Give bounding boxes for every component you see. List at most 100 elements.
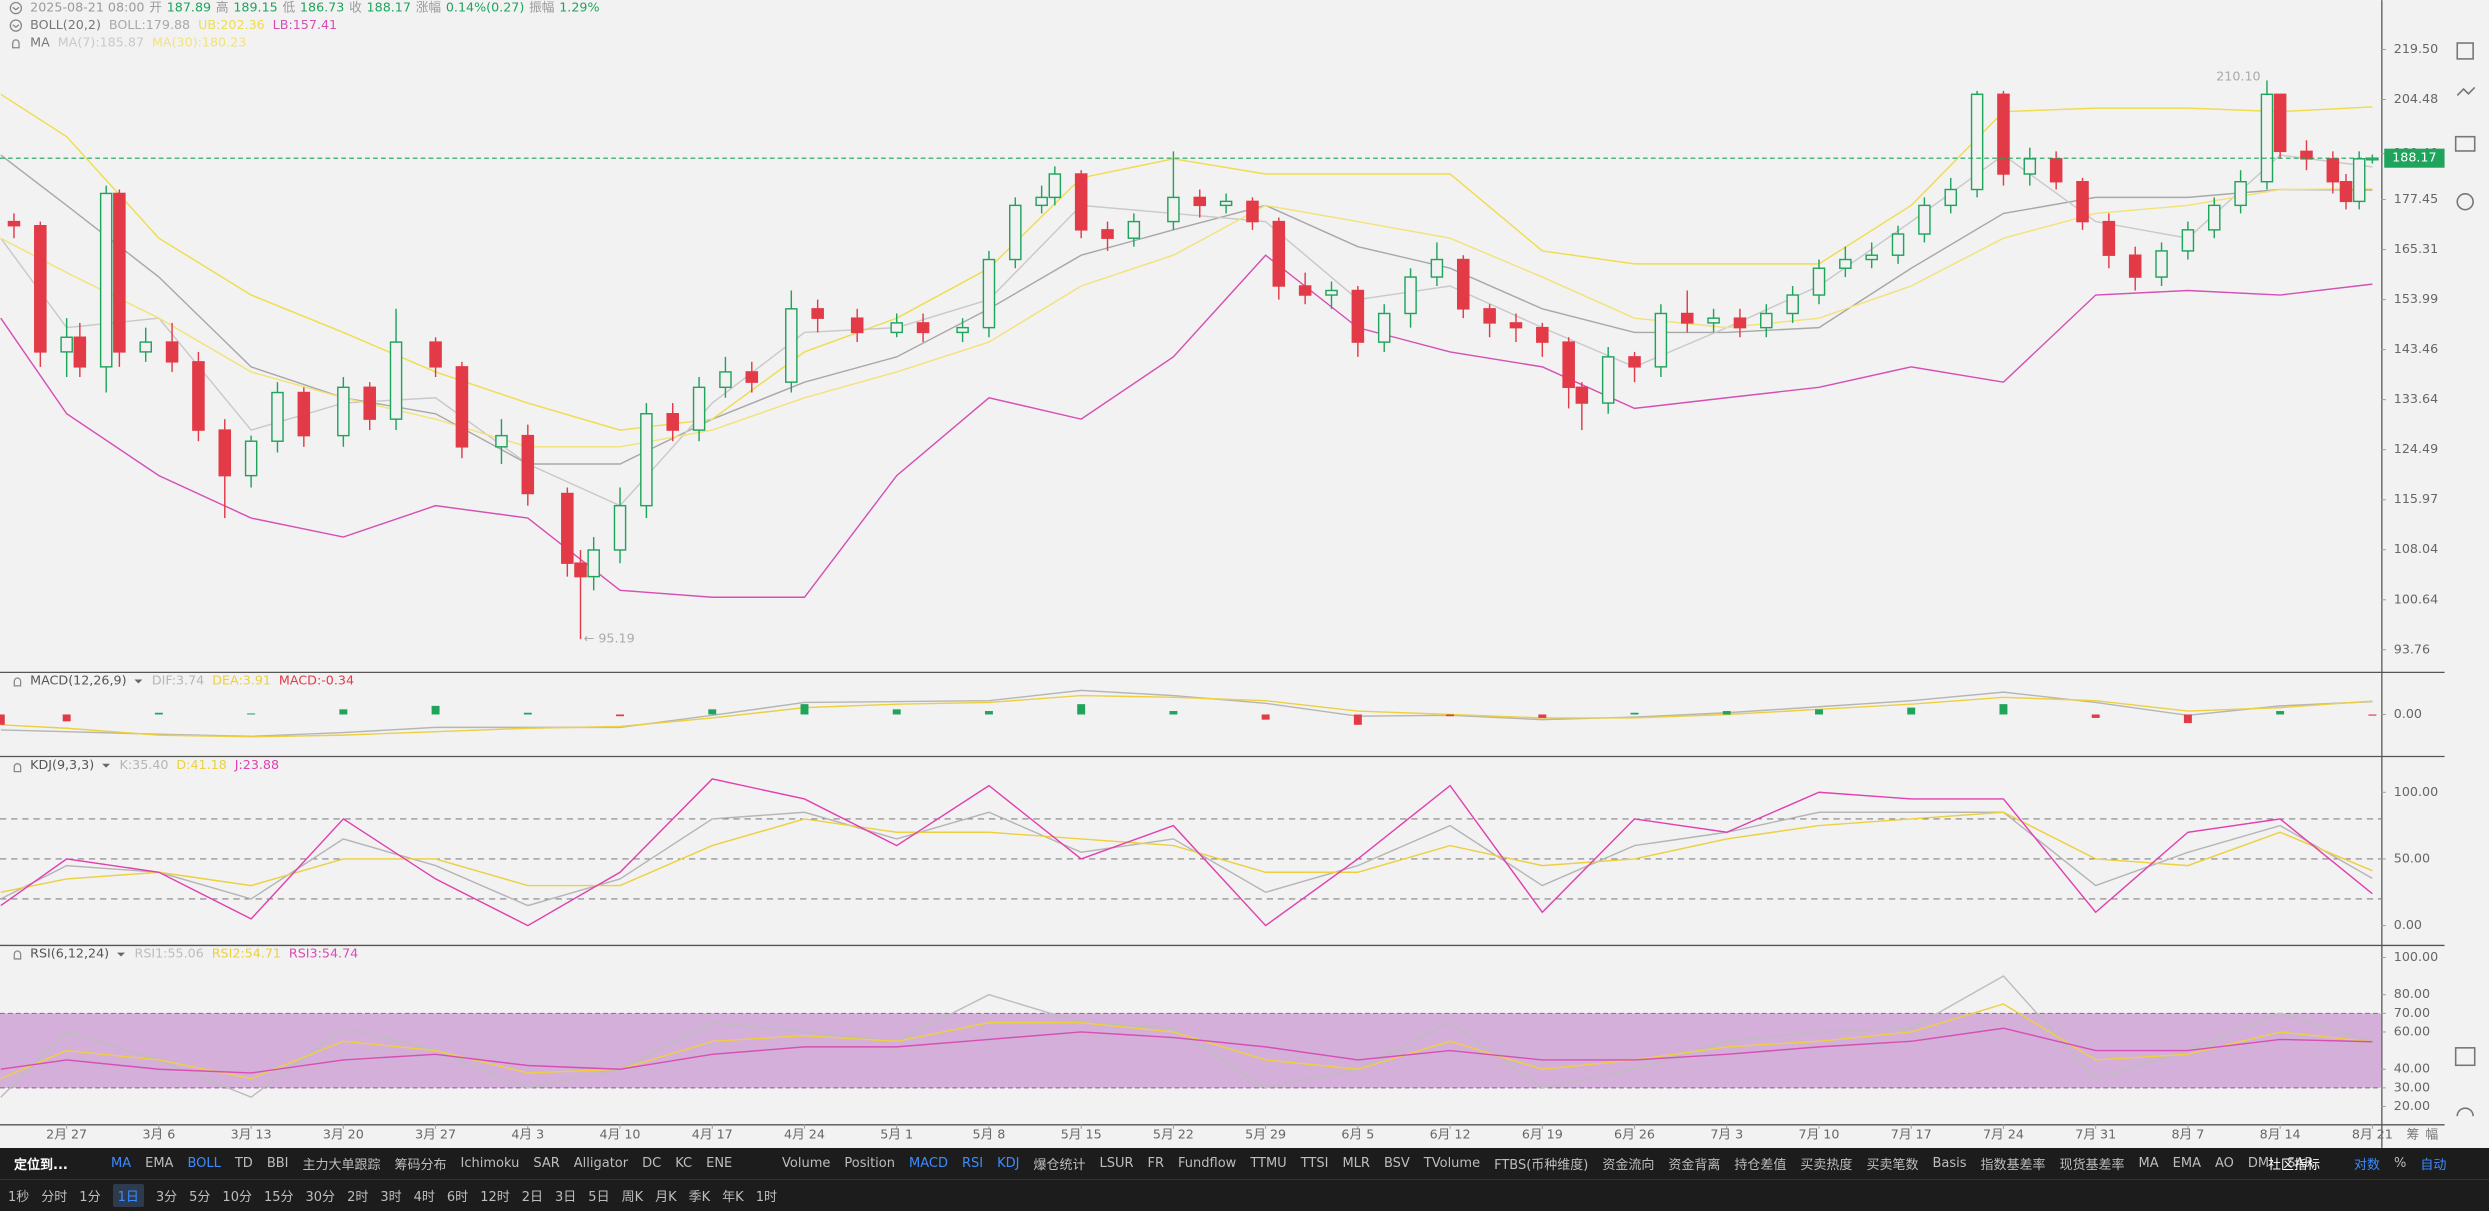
indicator-tab[interactable]: TTSI xyxy=(1300,1156,1329,1171)
tool-icon[interactable] xyxy=(2456,1107,2474,1117)
interval-tab[interactable]: 5分 xyxy=(189,1190,211,1205)
locate-button[interactable]: 定位到... xyxy=(14,1158,68,1173)
candle-body xyxy=(2023,158,2037,175)
indicator-tab[interactable]: AO xyxy=(2214,1156,2234,1171)
x-tick-label: 7月 31 xyxy=(2075,1127,2116,1142)
y-tick-label: 100.64 xyxy=(2394,591,2438,606)
interval-tab[interactable]: 3日 xyxy=(555,1190,577,1205)
indicator-tab[interactable]: RSI xyxy=(961,1156,984,1171)
indicator-tab[interactable]: FTBS(币种维度) xyxy=(1494,1158,1589,1173)
tool-icon[interactable] xyxy=(2456,42,2474,60)
indicator-tab[interactable]: BOLL xyxy=(187,1156,221,1171)
candle-body xyxy=(495,434,508,448)
tool-icon[interactable] xyxy=(2454,1047,2476,1067)
indicator-tab[interactable]: Fundflow xyxy=(1178,1156,1237,1171)
candle-body xyxy=(2300,150,2313,160)
indicator-tab[interactable]: LSUR xyxy=(1099,1156,1134,1171)
interval-tab[interactable]: 1分 xyxy=(79,1190,101,1205)
indicator-tab[interactable]: Ichimoku xyxy=(460,1156,520,1171)
interval-tab[interactable]: 月K xyxy=(655,1190,677,1205)
indicator-tab[interactable]: 筹码分布 xyxy=(394,1158,447,1173)
option-button[interactable]: % xyxy=(2394,1156,2407,1171)
y-tick-label: 124.49 xyxy=(2394,441,2438,456)
indicator-tab[interactable]: EMA xyxy=(145,1156,174,1171)
indicator-tab[interactable]: ENE xyxy=(706,1156,733,1171)
header-value: 高 xyxy=(216,0,229,15)
indicator-tab[interactable]: 买卖笔数 xyxy=(1866,1158,1919,1173)
interval-tab[interactable]: 分时 xyxy=(41,1190,68,1205)
indicator-tab[interactable]: MA xyxy=(2138,1156,2159,1171)
indicator-tab[interactable]: MA xyxy=(111,1156,132,1171)
indicator-tab[interactable]: DMI xyxy=(2247,1156,2273,1171)
indicator-tab[interactable]: SAR xyxy=(2286,1156,2314,1171)
indicator-tab[interactable]: 主力大单跟踪 xyxy=(302,1158,381,1173)
interval-tab[interactable]: 周K xyxy=(621,1190,644,1205)
indicator-tab[interactable]: Basis xyxy=(1932,1156,1967,1171)
indicator-tab[interactable]: MACD xyxy=(908,1156,948,1171)
interval-tab[interactable]: 1时 xyxy=(755,1190,777,1205)
indicator-tab[interactable]: MLR xyxy=(1342,1156,1370,1171)
candle-body xyxy=(2366,157,2379,161)
indicator-tab[interactable]: 现货基差率 xyxy=(2059,1158,2125,1173)
candle-body xyxy=(916,322,930,334)
y-tick-label: 80.00 xyxy=(2394,986,2430,1001)
candle-body xyxy=(192,361,205,431)
option-button[interactable]: 对数 xyxy=(2354,1158,2381,1173)
interval-tab[interactable]: 年K xyxy=(722,1190,744,1205)
interval-tab[interactable]: 3分 xyxy=(155,1190,178,1205)
candle-body xyxy=(561,492,574,564)
interval-tab[interactable]: 3时 xyxy=(380,1190,402,1205)
interval-tab[interactable]: 15分 xyxy=(263,1190,294,1205)
candle-body xyxy=(1865,254,1878,261)
indicator-tab[interactable]: BBI xyxy=(266,1156,289,1171)
interval-tab[interactable]: 2日 xyxy=(521,1190,544,1205)
indicator-tab[interactable]: TVolume xyxy=(1423,1156,1481,1171)
legend-entry: MACD:-0.34 xyxy=(279,673,354,688)
x-tick-label: 6月 26 xyxy=(1614,1127,1655,1142)
interval-tab[interactable]: 6时 xyxy=(446,1190,469,1205)
indicator-tab[interactable]: Position xyxy=(844,1156,895,1171)
indicator-tab[interactable]: TD xyxy=(234,1156,253,1171)
indicator-tab[interactable]: DC xyxy=(642,1156,662,1171)
indicator-tab[interactable]: TTMU xyxy=(1250,1156,1287,1171)
indicator-tab[interactable]: 持仓差值 xyxy=(1734,1158,1787,1173)
indicator-tab[interactable]: EMA xyxy=(2172,1156,2201,1171)
candle-body xyxy=(1483,308,1496,324)
indicator-tab[interactable]: 爆仓统计 xyxy=(1033,1158,1086,1173)
x-tick-label: 5月 8 xyxy=(973,1127,1006,1142)
macd-bar xyxy=(892,709,901,715)
indicator-tab[interactable]: SAR xyxy=(533,1156,560,1171)
x-tick-label: 7月 17 xyxy=(1891,1127,1932,1142)
indicator-tab[interactable]: KDJ xyxy=(997,1156,1020,1171)
interval-tab[interactable]: 1秒 xyxy=(8,1190,30,1205)
indicator-tab[interactable]: Alligator xyxy=(573,1156,629,1171)
option-button[interactable]: 社区指标 xyxy=(2268,1158,2321,1173)
indicator-tab[interactable]: 资金流向 xyxy=(1602,1158,1655,1173)
interval-tab[interactable]: 12时 xyxy=(480,1190,510,1205)
tool-icon[interactable] xyxy=(2456,86,2476,96)
header-value: 收 xyxy=(349,0,362,15)
indicator-tab[interactable]: 买卖热度 xyxy=(1800,1158,1853,1173)
interval-tab[interactable]: 4时 xyxy=(413,1190,435,1205)
macd-bar xyxy=(1169,711,1178,715)
indicator-tab[interactable]: KC xyxy=(675,1156,693,1171)
macd-bar xyxy=(339,709,348,715)
interval-tab[interactable]: 5日 xyxy=(588,1190,610,1205)
interval-tab[interactable]: 1日 xyxy=(112,1184,144,1207)
indicator-tab[interactable]: BSV xyxy=(1383,1156,1410,1171)
tool-icon[interactable] xyxy=(2456,193,2474,211)
overlay-line xyxy=(0,254,2373,598)
interval-tab[interactable]: 10分 xyxy=(222,1190,252,1205)
tool-icon[interactable] xyxy=(2454,135,2476,152)
interval-tab[interactable]: 30分 xyxy=(305,1190,336,1205)
macd-bar xyxy=(0,714,5,725)
indicator-tab[interactable]: FR xyxy=(1147,1156,1165,1171)
header-value: 188.17 xyxy=(367,0,411,15)
option-button[interactable]: 自动 xyxy=(2420,1158,2447,1173)
indicator-tab[interactable]: Volume xyxy=(782,1156,831,1171)
interval-tab[interactable]: 季K xyxy=(688,1190,711,1205)
side-toolbar[interactable] xyxy=(2454,42,2476,1117)
indicator-tab[interactable]: 指数基差率 xyxy=(1980,1158,2046,1173)
interval-tab[interactable]: 2时 xyxy=(347,1190,369,1205)
indicator-tab[interactable]: 资金背离 xyxy=(1668,1158,1721,1173)
